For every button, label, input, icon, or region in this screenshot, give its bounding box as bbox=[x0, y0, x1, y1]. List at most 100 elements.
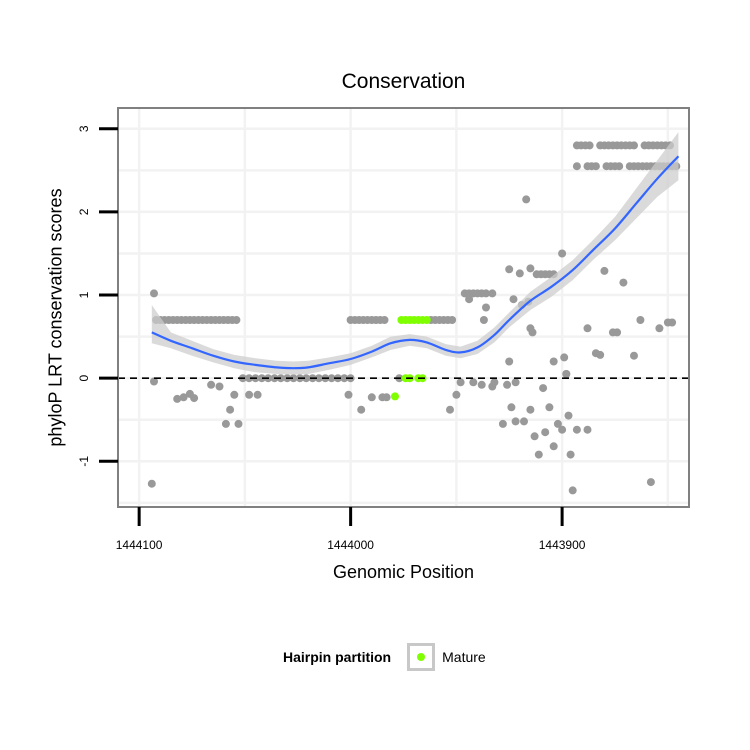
data-point bbox=[232, 316, 241, 324]
data-point bbox=[534, 450, 543, 459]
data-point bbox=[668, 318, 677, 327]
data-point bbox=[469, 378, 478, 387]
y-tick-label: 3 bbox=[77, 125, 91, 132]
panel-background bbox=[118, 108, 689, 507]
data-point-mature bbox=[391, 392, 399, 401]
data-point bbox=[566, 450, 575, 459]
data-point bbox=[380, 316, 389, 324]
data-point bbox=[477, 380, 486, 389]
data-point bbox=[630, 351, 638, 360]
legend: Hairpin partition Mature bbox=[283, 640, 486, 674]
data-point bbox=[490, 378, 499, 387]
legend-label-mature: Mature bbox=[442, 649, 486, 665]
data-point bbox=[564, 411, 573, 420]
data-point bbox=[558, 425, 567, 434]
data-point bbox=[150, 289, 158, 298]
data-point bbox=[558, 249, 567, 258]
data-point bbox=[226, 405, 235, 414]
y-tick-label: 1 bbox=[77, 291, 91, 298]
data-point bbox=[452, 390, 461, 399]
data-point bbox=[367, 393, 376, 402]
data-point bbox=[482, 303, 490, 312]
data-point bbox=[515, 269, 524, 278]
data-point bbox=[585, 141, 594, 150]
data-point bbox=[215, 382, 224, 391]
data-point bbox=[234, 419, 243, 428]
data-point bbox=[549, 442, 558, 451]
y-tick-label: 2 bbox=[77, 208, 91, 215]
data-point bbox=[465, 295, 474, 304]
data-point bbox=[591, 162, 600, 171]
legend-dot-icon bbox=[417, 653, 426, 661]
data-point bbox=[179, 393, 188, 402]
data-point bbox=[509, 295, 518, 304]
x-tick-label: 1444100 bbox=[116, 538, 163, 552]
data-point bbox=[655, 324, 664, 333]
y-tick-label: -1 bbox=[77, 456, 91, 467]
data-point bbox=[591, 349, 600, 358]
data-point bbox=[482, 289, 490, 298]
data-point bbox=[539, 384, 548, 393]
data-point bbox=[619, 278, 628, 287]
data-point bbox=[572, 162, 581, 171]
legend-key-mature bbox=[407, 643, 436, 671]
data-point bbox=[207, 380, 216, 389]
data-point bbox=[511, 378, 520, 387]
data-point bbox=[448, 316, 457, 324]
data-point bbox=[253, 390, 262, 399]
data-point bbox=[583, 425, 592, 434]
legend-title: Hairpin partition bbox=[283, 649, 392, 665]
data-point bbox=[646, 478, 655, 487]
panel-border bbox=[117, 107, 690, 508]
data-point bbox=[498, 419, 507, 428]
data-point bbox=[526, 264, 535, 273]
data-point bbox=[553, 419, 562, 428]
data-point bbox=[314, 374, 323, 383]
data-point bbox=[190, 394, 199, 403]
confidence-band bbox=[151, 132, 679, 375]
data-point bbox=[507, 403, 516, 412]
data-point bbox=[613, 328, 622, 337]
data-point bbox=[446, 405, 454, 414]
data-point bbox=[505, 265, 514, 274]
data-point bbox=[150, 377, 158, 386]
data-point bbox=[488, 289, 497, 298]
data-point bbox=[636, 316, 645, 324]
data-point bbox=[560, 353, 569, 362]
data-point bbox=[572, 425, 581, 434]
data-point bbox=[541, 428, 550, 437]
data-point bbox=[327, 374, 336, 383]
data-point bbox=[505, 357, 514, 366]
y-tick-label: 0 bbox=[77, 375, 91, 382]
data-point bbox=[289, 374, 298, 383]
data-point bbox=[382, 393, 391, 402]
data-point bbox=[562, 370, 571, 378]
data-point bbox=[357, 405, 366, 414]
chart-title: Conservation bbox=[341, 70, 466, 93]
data-point bbox=[528, 328, 537, 337]
data-point bbox=[630, 141, 638, 150]
data-point bbox=[600, 266, 609, 275]
data-point bbox=[344, 390, 353, 399]
data-point bbox=[245, 390, 254, 399]
data-point bbox=[147, 479, 156, 488]
data-point bbox=[545, 403, 554, 412]
data-point bbox=[230, 390, 239, 399]
data-point bbox=[526, 405, 535, 414]
data-point bbox=[302, 374, 311, 383]
data-point bbox=[245, 374, 254, 383]
y-axis-label: phyloP LRT conservation scores bbox=[45, 188, 66, 447]
data-point bbox=[221, 419, 230, 428]
data-point bbox=[257, 374, 266, 383]
x-tick-label: 1443900 bbox=[539, 538, 586, 552]
x-tick-label: 1444000 bbox=[327, 538, 374, 552]
x-axis-label: Genomic Position bbox=[332, 562, 475, 582]
data-point bbox=[340, 374, 349, 383]
data-point bbox=[568, 486, 577, 495]
data-point bbox=[522, 195, 531, 204]
data-point bbox=[456, 378, 465, 387]
data-point bbox=[503, 380, 512, 389]
data-point bbox=[583, 324, 592, 333]
data-point bbox=[479, 316, 488, 324]
